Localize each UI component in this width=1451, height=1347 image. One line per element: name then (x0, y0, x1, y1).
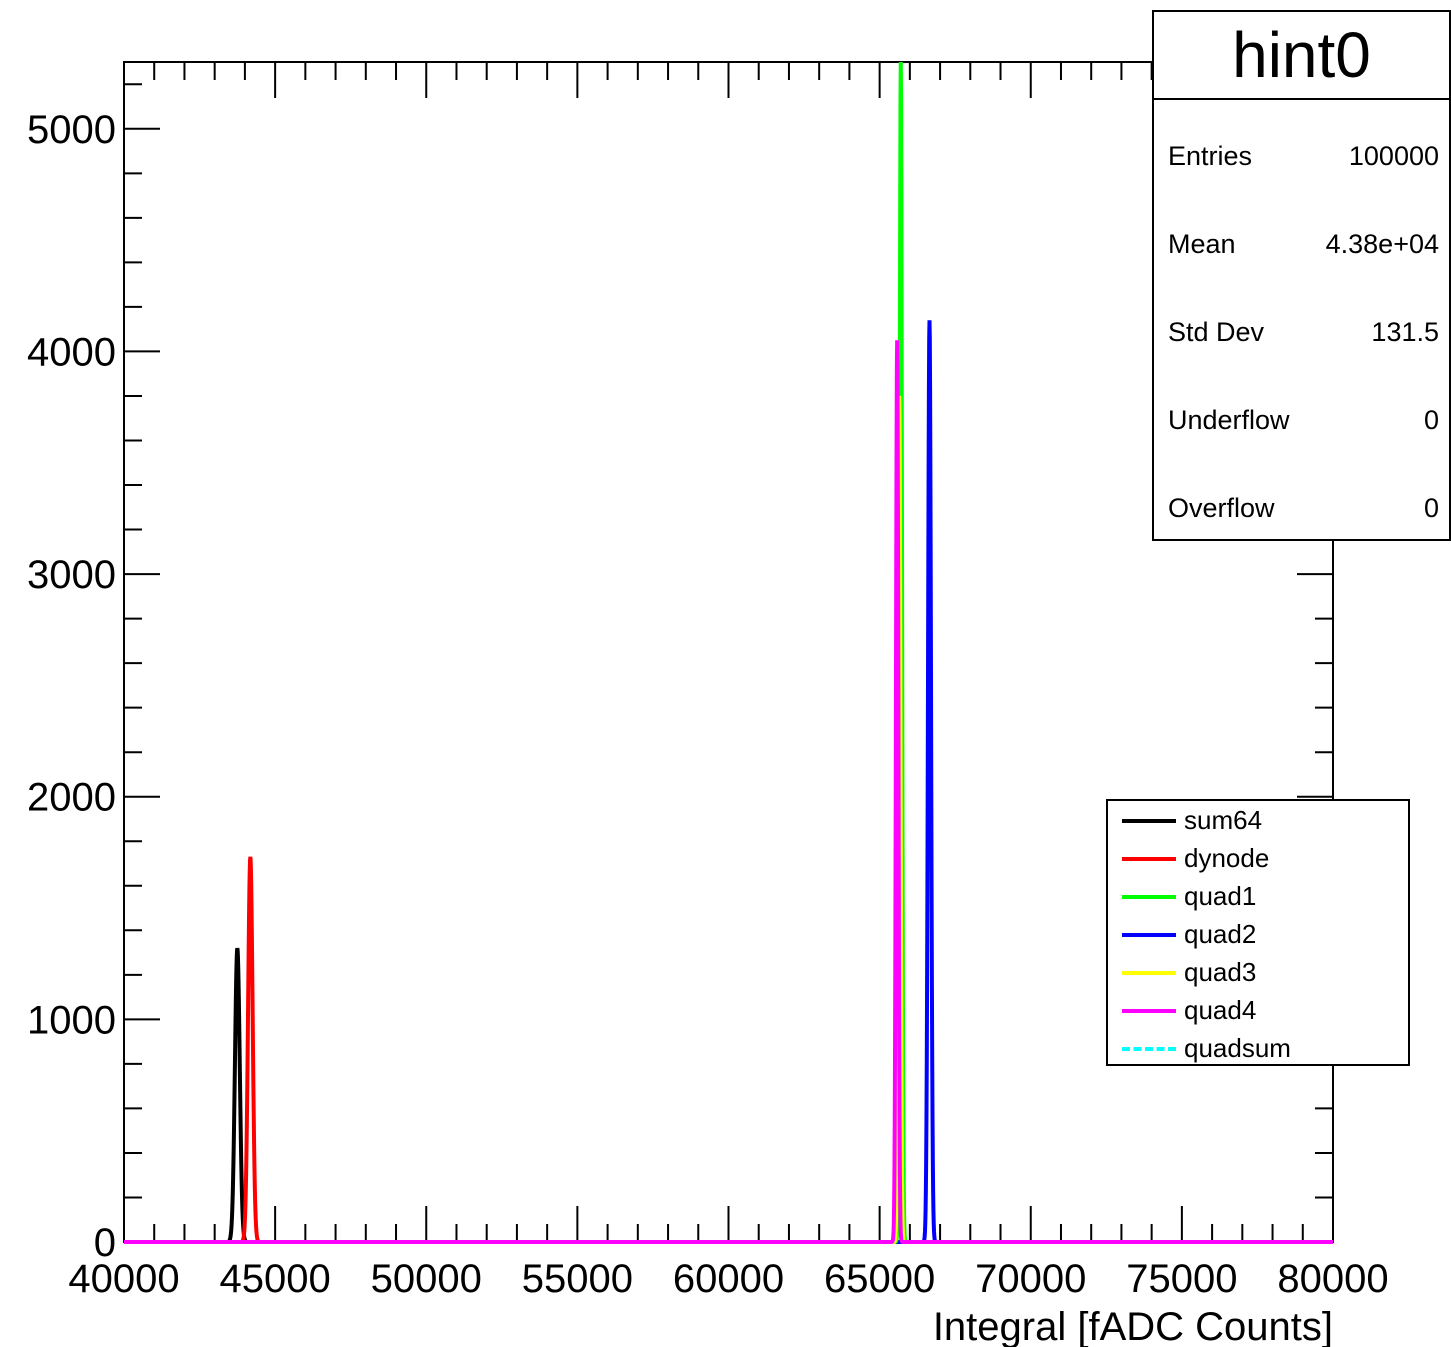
legend-item-quad2: quad2 (1108, 917, 1408, 951)
y-tick-label: 5000 (27, 108, 116, 152)
legend-item-quad1: quad1 (1108, 879, 1408, 913)
stats-row-entries: Entries 100000 (1168, 136, 1439, 176)
stats-title: hint0 (1154, 12, 1449, 100)
legend-label: quad4 (1184, 995, 1257, 1025)
legend-label: quad3 (1184, 957, 1257, 987)
stats-box: hint0 Entries 100000 Mean 4.38e+04 Std D… (1152, 10, 1451, 541)
stats-value: 0 (1423, 493, 1439, 523)
y-tick-label: 1000 (27, 998, 116, 1042)
x-tick-label: 40000 (68, 1257, 179, 1301)
stats-value: 4.38e+04 (1325, 229, 1439, 259)
stats-row-overflow: Overflow 0 (1168, 488, 1439, 528)
y-tick-label: 3000 (27, 553, 116, 597)
y-tick-label: 0 (94, 1221, 116, 1265)
series-curves (124, 61, 1333, 1244)
legend-swatch (1122, 1009, 1176, 1013)
legend-swatch (1122, 857, 1176, 861)
legend-swatch (1122, 895, 1176, 899)
stats-key: Underflow (1168, 405, 1290, 435)
x-tick-label: 75000 (1126, 1257, 1237, 1301)
axis-tick-labels: 40000 45000 50000 55000 60000 65000 70000 75000… (27, 108, 1389, 1301)
stats-key: Std Dev (1168, 317, 1265, 347)
legend-swatch (1122, 819, 1176, 823)
legend-swatch (1122, 1047, 1176, 1051)
x-tick-label: 70000 (975, 1257, 1086, 1301)
legend-item-quad4: quad4 (1108, 993, 1408, 1027)
y-tick-label: 2000 (27, 776, 116, 820)
legend-label: quad2 (1184, 919, 1257, 949)
stats-value: 131.5 (1371, 317, 1439, 347)
x-tick-label: 45000 (220, 1257, 331, 1301)
stats-value: 100000 (1348, 141, 1439, 171)
x-tick-label: 80000 (1277, 1257, 1388, 1301)
stats-row-underflow: Underflow 0 (1168, 400, 1439, 440)
legend-item-quadsum: quadsum (1108, 1031, 1408, 1065)
x-tick-label: 60000 (673, 1257, 784, 1301)
legend-label: sum64 (1184, 805, 1263, 835)
stats-key: Overflow (1168, 493, 1275, 523)
legend-item-quad3: quad3 (1108, 955, 1408, 989)
stats-key: Mean (1168, 229, 1236, 259)
legend-swatch (1122, 971, 1176, 975)
stats-key: Entries (1168, 141, 1253, 171)
x-tick-label: 65000 (824, 1257, 935, 1301)
legend-label: quad1 (1184, 881, 1257, 911)
legend-label: dynode (1184, 843, 1270, 873)
legend: sum64 dynode quad1 quad2 quad3 quad4 qua… (1106, 799, 1410, 1066)
y-tick-label: 4000 (27, 330, 116, 374)
legend-swatch (1122, 933, 1176, 937)
stats-row-stddev: Std Dev 131.5 (1168, 312, 1439, 352)
x-tick-label: 50000 (371, 1257, 482, 1301)
legend-item-dynode: dynode (1108, 841, 1408, 875)
legend-label: quadsum (1184, 1033, 1291, 1063)
series-line-quad4 (124, 340, 1333, 1244)
legend-item-sum64: sum64 (1108, 803, 1408, 837)
stats-row-mean: Mean 4.38e+04 (1168, 224, 1439, 264)
x-tick-label: 55000 (522, 1257, 633, 1301)
x-axis-title: Integral [fADC Counts] (933, 1305, 1333, 1347)
stats-value: 0 (1423, 405, 1439, 435)
